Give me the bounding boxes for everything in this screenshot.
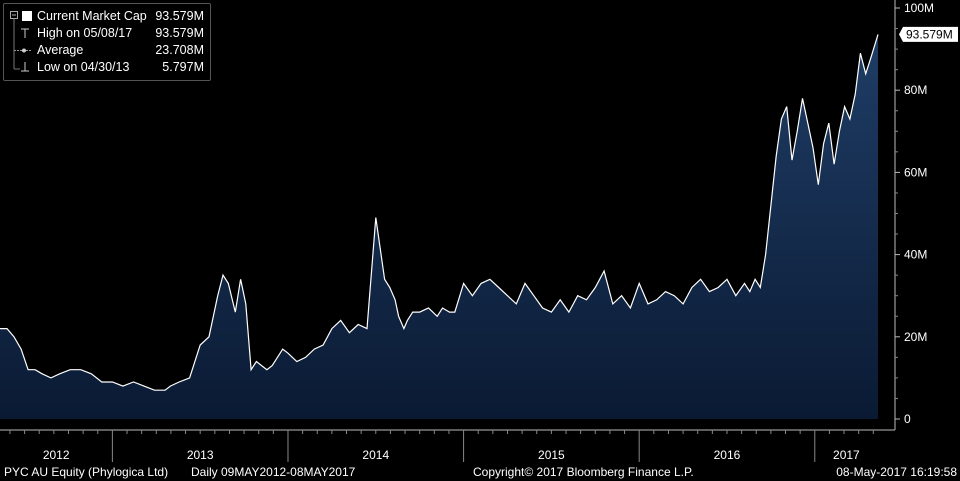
legend-current-icon	[10, 11, 32, 25]
legend-current-label: Current Market Cap	[37, 9, 147, 23]
y-axis: 0 20M 40M 60M 80M 100M	[894, 0, 934, 430]
legend-average-value: 23.708M	[155, 43, 204, 57]
y-tick-label: 40M	[904, 248, 927, 262]
last-value-badge: 93.579M	[899, 26, 958, 42]
y-tick-label: 60M	[904, 165, 927, 179]
market-cap-area	[0, 34, 878, 420]
legend-high-value: 93.579M	[155, 26, 204, 40]
legend-row-current: Current Market Cap 93.579M	[4, 8, 210, 25]
last-value-text: 93.579M	[906, 27, 953, 41]
y-tick-label: 100M	[904, 1, 934, 15]
legend-low-value: 5.797M	[162, 60, 204, 74]
y-tick-label: 0	[904, 412, 911, 426]
legend[interactable]: Current Market Cap 93.579M High on 05/08…	[3, 3, 211, 81]
y-tick-label: 20M	[904, 330, 927, 344]
y-tick-label: 80M	[904, 83, 927, 97]
x-axis: 2012 2013 2014 2015 2016 2017	[0, 429, 895, 462]
x-tick-label: 2015	[538, 448, 565, 462]
x-tick-label: 2012	[43, 448, 70, 462]
high-marker-icon	[13, 25, 29, 42]
legend-average-label: Average	[37, 43, 84, 57]
low-marker-icon	[13, 59, 29, 72]
x-tick-label: 2013	[187, 448, 214, 462]
footer-timestamp: 08-May-2017 16:19:58	[836, 465, 957, 479]
market-cap-line	[0, 34, 879, 391]
average-marker-icon	[13, 42, 32, 59]
footer-range: Daily 09MAY2012-08MAY2017	[191, 465, 356, 479]
x-tick-label: 2017	[833, 448, 860, 462]
footer-security: PYC AU Equity (Phylogica Ltd)	[4, 465, 169, 479]
legend-high-label: High on 05/08/17	[37, 26, 133, 40]
legend-row-average: Average 23.708M	[4, 42, 210, 59]
legend-current-value: 93.579M	[155, 9, 204, 23]
x-tick-label: 2014	[362, 448, 389, 462]
footer-bar: PYC AU Equity (Phylogica Ltd) Daily 09MA…	[0, 463, 960, 481]
legend-row-high: High on 05/08/17 93.579M	[4, 25, 210, 42]
last-value-badge-shape	[899, 26, 958, 42]
legend-low-label: Low on 04/30/13	[37, 60, 130, 74]
x-tick-label: 2016	[714, 448, 741, 462]
footer-copyright: Copyright© 2017 Bloomberg Finance L.P.	[473, 465, 694, 479]
legend-row-low: Low on 04/30/13 5.797M	[4, 59, 210, 76]
